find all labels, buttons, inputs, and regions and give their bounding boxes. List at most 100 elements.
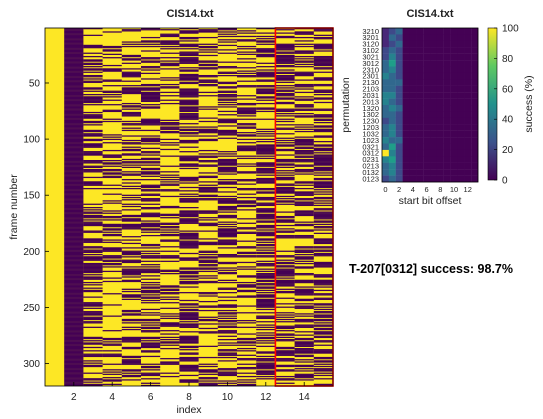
heatmap-cell [83, 313, 103, 315]
heatmap-cell [256, 118, 276, 120]
heatmap-cell [237, 363, 257, 365]
heatmap-cell [64, 160, 84, 162]
heatmap-cell [294, 364, 314, 367]
heatmap-cell [198, 189, 218, 191]
heatmap-cell [198, 378, 218, 380]
heatmap-cell [198, 108, 218, 110]
heatmap-cell [160, 77, 180, 79]
perm-y-tick-label: 2301 [362, 72, 379, 81]
heatmap-cell [64, 255, 84, 257]
perm-heatmap-cell [471, 175, 479, 183]
heatmap-cell [64, 371, 84, 373]
heatmap-cell [294, 286, 314, 288]
heatmap-cell [121, 59, 141, 61]
perm-heatmap-cell [423, 156, 431, 163]
heatmap-cell [83, 44, 103, 47]
heatmap-cell [313, 149, 333, 152]
heatmap-cell [256, 202, 276, 204]
heatmap-cell [179, 38, 199, 40]
heatmap-cell [275, 55, 295, 58]
perm-heatmap-cell [430, 130, 438, 138]
heatmap-cell [198, 160, 218, 162]
heatmap-cell [102, 210, 122, 212]
heatmap-cell [294, 289, 314, 292]
heatmap-cell [198, 120, 218, 123]
heatmap-cell [179, 30, 199, 32]
heatmap-cell [294, 305, 314, 307]
heatmap-cell [102, 353, 122, 355]
heatmap-cell [237, 372, 257, 374]
heatmap-cell [198, 250, 218, 252]
heatmap-cell [64, 71, 84, 73]
heatmap-cell [179, 158, 199, 161]
heatmap-cell [121, 87, 141, 89]
perm-heatmap-cell [416, 124, 424, 131]
perm-heatmap-cell [430, 47, 438, 54]
perm-heatmap-cell [423, 130, 431, 138]
heatmap-cell [294, 306, 314, 308]
perm-y-tick-label: 3012 [362, 59, 379, 68]
heatmap-cell [275, 327, 295, 330]
heatmap-cell [275, 334, 295, 336]
heatmap-cell [217, 153, 237, 155]
heatmap-cell [121, 30, 141, 32]
heatmap-cell [313, 378, 333, 380]
heatmap-cell [237, 286, 257, 288]
heatmap-cell [256, 274, 276, 276]
heatmap-cell [294, 262, 314, 265]
heatmap-cell [313, 211, 333, 213]
heatmap-cell [256, 62, 276, 64]
heatmap-cell [83, 289, 103, 292]
heatmap-cell [179, 198, 199, 200]
heatmap-cell [121, 142, 141, 144]
heatmap-cell [83, 81, 103, 83]
heatmap-cell [294, 198, 314, 200]
heatmap-cell [217, 87, 237, 89]
heatmap-cell [141, 97, 161, 99]
perm-y-tick-label: 3102 [362, 46, 379, 55]
heatmap-cell [121, 162, 141, 164]
perm-heatmap-cell [443, 156, 451, 163]
heatmap-cell [275, 352, 295, 354]
heatmap-cell [313, 360, 333, 362]
heatmap-cell [160, 270, 180, 273]
perm-heatmap-cell [450, 53, 458, 61]
heatmap-cell [217, 137, 237, 139]
heatmap-cell [275, 359, 295, 361]
perm-heatmap-cell [423, 105, 431, 112]
heatmap-cell [237, 179, 257, 181]
heatmap-cell [179, 340, 199, 342]
perm-heatmap-cell [457, 60, 465, 67]
perm-y-axis-label: permutation [340, 77, 352, 133]
heatmap-cell [83, 265, 103, 267]
heatmap-cell [256, 35, 276, 38]
perm-heatmap-cell [430, 60, 438, 67]
heatmap-cell [217, 229, 237, 231]
heatmap-cell [313, 311, 333, 313]
heatmap-cell [256, 296, 276, 298]
heatmap-cell [64, 59, 84, 61]
heatmap-cell [217, 130, 237, 133]
perm-heatmap-cell [395, 175, 403, 183]
heatmap-cell [121, 218, 141, 220]
heatmap-cell [83, 183, 103, 185]
heatmap-cell [294, 85, 314, 87]
heatmap-cell [217, 179, 237, 181]
heatmap-cell [64, 308, 84, 311]
heatmap-cell [121, 220, 141, 222]
heatmap-cell [275, 353, 295, 355]
heatmap-cell [83, 219, 103, 221]
heatmap-cell [237, 155, 257, 157]
heatmap-cell [179, 167, 199, 170]
heatmap-cell [121, 276, 141, 278]
heatmap-cell [141, 215, 161, 218]
perm-heatmap-cell [471, 34, 479, 42]
heatmap-cell [217, 168, 237, 171]
heatmap-cell [217, 155, 237, 157]
heatmap-cell [217, 299, 237, 302]
heatmap-cell [141, 152, 161, 154]
heatmap-cell [256, 362, 276, 364]
heatmap-cell [198, 199, 218, 201]
heatmap-cell [237, 296, 257, 298]
heatmap-cell [64, 140, 84, 143]
